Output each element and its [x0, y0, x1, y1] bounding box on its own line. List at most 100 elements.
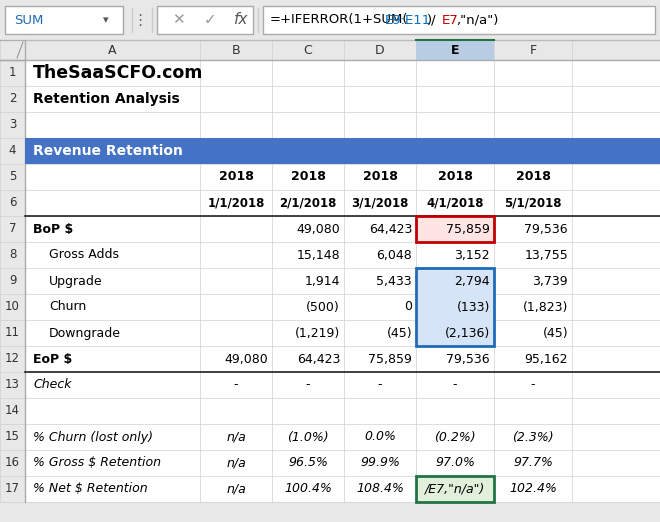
- Text: EoP $: EoP $: [33, 352, 72, 365]
- Text: 4/1/2018: 4/1/2018: [426, 196, 484, 209]
- Text: (500): (500): [306, 301, 340, 314]
- Text: 4: 4: [9, 145, 16, 158]
- Text: 8: 8: [9, 248, 16, 262]
- Text: -: -: [306, 378, 310, 392]
- Text: 5: 5: [9, 171, 16, 184]
- Text: (1.0%): (1.0%): [287, 431, 329, 444]
- Text: BoP $: BoP $: [33, 222, 73, 235]
- Text: 2018: 2018: [438, 171, 473, 184]
- Text: 0: 0: [404, 301, 412, 314]
- Text: A: A: [108, 43, 117, 56]
- Text: )/: )/: [427, 14, 437, 27]
- Text: 16: 16: [5, 457, 20, 469]
- Text: n/a: n/a: [226, 482, 246, 495]
- Text: -: -: [378, 378, 382, 392]
- Text: ✕: ✕: [172, 13, 184, 28]
- Text: 3: 3: [9, 118, 16, 132]
- Text: Gross Adds: Gross Adds: [49, 248, 119, 262]
- Text: 2018: 2018: [515, 171, 550, 184]
- Text: 5,433: 5,433: [376, 275, 412, 288]
- Bar: [416, 268, 494, 346]
- Text: 2018: 2018: [218, 171, 253, 184]
- Text: E9:E11: E9:E11: [384, 14, 430, 27]
- Text: 1,914: 1,914: [304, 275, 340, 288]
- Text: n/a: n/a: [226, 457, 246, 469]
- Text: Downgrade: Downgrade: [49, 326, 121, 339]
- Text: =+IFERROR(1+SUM(: =+IFERROR(1+SUM(: [270, 14, 409, 27]
- Text: 2/1/2018: 2/1/2018: [279, 196, 337, 209]
- Text: (2.3%): (2.3%): [512, 431, 554, 444]
- Text: ,"n/a"): ,"n/a"): [456, 14, 498, 27]
- Text: 102.4%: 102.4%: [509, 482, 557, 495]
- Text: 96.5%: 96.5%: [288, 457, 328, 469]
- Text: E7: E7: [442, 14, 458, 27]
- Text: -: -: [234, 378, 238, 392]
- Text: 3/1/2018: 3/1/2018: [351, 196, 409, 209]
- Text: 49,080: 49,080: [224, 352, 268, 365]
- Bar: [263, 6, 655, 34]
- Text: 17: 17: [5, 482, 20, 495]
- Text: 2,794: 2,794: [454, 275, 490, 288]
- Text: 64,423: 64,423: [369, 222, 412, 235]
- Bar: [416, 216, 494, 242]
- Text: SUM: SUM: [14, 14, 44, 27]
- Text: (45): (45): [543, 326, 568, 339]
- Text: 3,739: 3,739: [533, 275, 568, 288]
- Text: 3,152: 3,152: [454, 248, 490, 262]
- Text: 0.0%: 0.0%: [364, 431, 396, 444]
- Text: 9: 9: [9, 275, 16, 288]
- Text: 14: 14: [5, 405, 20, 418]
- Text: C: C: [304, 43, 312, 56]
- Text: 6,048: 6,048: [376, 248, 412, 262]
- Text: 95,162: 95,162: [525, 352, 568, 365]
- Text: 15,148: 15,148: [296, 248, 340, 262]
- Text: ✓: ✓: [204, 13, 216, 28]
- Bar: [5, 6, 123, 34]
- Text: % Gross $ Retention: % Gross $ Retention: [33, 457, 161, 469]
- Text: 1/1/2018: 1/1/2018: [207, 196, 265, 209]
- Bar: [0, 40, 25, 60]
- Text: 13: 13: [5, 378, 20, 392]
- Text: E: E: [451, 43, 459, 56]
- Text: D: D: [375, 43, 385, 56]
- Bar: [0, 0, 660, 40]
- Bar: [0, 40, 660, 502]
- Text: 64,423: 64,423: [296, 352, 340, 365]
- Text: 97.0%: 97.0%: [435, 457, 475, 469]
- Text: 15: 15: [5, 431, 20, 444]
- Text: Revenue Retention: Revenue Retention: [33, 144, 183, 158]
- Bar: [416, 476, 494, 502]
- Text: 2018: 2018: [290, 171, 325, 184]
- Text: 2018: 2018: [362, 171, 397, 184]
- Text: ⋮: ⋮: [133, 13, 148, 28]
- Bar: [0, 40, 25, 502]
- Text: /E7,"n/a"): /E7,"n/a"): [425, 482, 485, 495]
- Text: 12: 12: [5, 352, 20, 365]
- Text: 5/1/2018: 5/1/2018: [504, 196, 562, 209]
- Text: F: F: [529, 43, 537, 56]
- Text: 7: 7: [9, 222, 16, 235]
- Text: Check: Check: [33, 378, 71, 392]
- Text: 79,536: 79,536: [446, 352, 490, 365]
- Text: Churn: Churn: [49, 301, 86, 314]
- Text: Upgrade: Upgrade: [49, 275, 102, 288]
- Text: 75,859: 75,859: [368, 352, 412, 365]
- Text: (133): (133): [457, 301, 490, 314]
- Text: 49,080: 49,080: [296, 222, 340, 235]
- Bar: [416, 40, 494, 60]
- Text: (0.2%): (0.2%): [434, 431, 476, 444]
- Text: n/a: n/a: [226, 431, 246, 444]
- Text: (2,136): (2,136): [445, 326, 490, 339]
- Text: 13,755: 13,755: [524, 248, 568, 262]
- Text: ▾: ▾: [103, 15, 109, 25]
- Text: % Net $ Retention: % Net $ Retention: [33, 482, 148, 495]
- Text: -: -: [453, 378, 457, 392]
- Text: 10: 10: [5, 301, 20, 314]
- Text: (45): (45): [386, 326, 412, 339]
- Text: B: B: [232, 43, 240, 56]
- Text: 108.4%: 108.4%: [356, 482, 404, 495]
- Bar: [416, 476, 494, 502]
- Text: fx: fx: [234, 13, 248, 28]
- Bar: [157, 6, 253, 34]
- Text: 75,859: 75,859: [446, 222, 490, 235]
